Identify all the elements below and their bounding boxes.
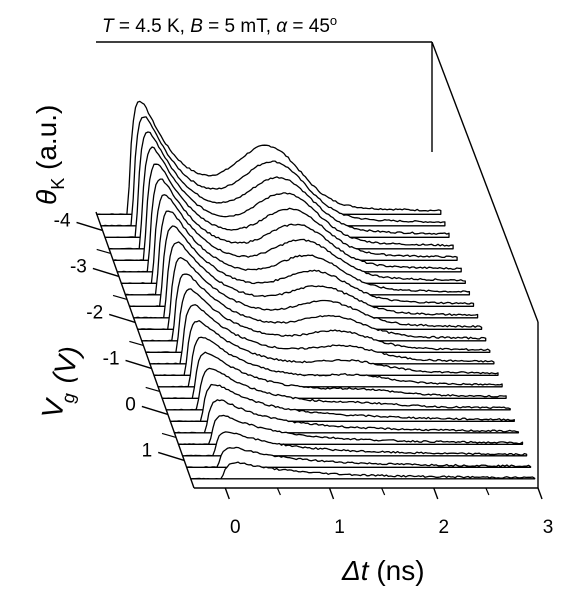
depth-axis-unit: (V) (44, 342, 86, 394)
z-axis-title: θK (a.u.) (31, 105, 68, 205)
x-tick-1 (328, 487, 335, 500)
trace-vg-1.40 (190, 461, 536, 480)
depth-axis-ticks: -4 -3 -2 -1 0 1 (54, 210, 185, 461)
trace-vg-0.65 (177, 414, 524, 445)
vg-minor-tick (112, 294, 128, 300)
vg-tick-label--1: -1 (103, 348, 120, 369)
title-T-symbol: T (102, 16, 115, 37)
z-axis-symbol: θ (31, 190, 62, 205)
x-tick-label-2: 2 (438, 517, 449, 538)
vg-minor-tick (129, 340, 144, 346)
title-alpha-unit: o (330, 13, 337, 28)
x-minor-tick (485, 487, 490, 496)
vg-tick--3 (92, 267, 120, 278)
vg-tick--1 (125, 359, 152, 370)
trace-vg-0.40 (173, 399, 520, 434)
axes-frame (95, 41, 539, 489)
x-axis-symbol: Δt (341, 555, 370, 586)
vg-tick-label--2: -2 (86, 302, 103, 323)
chart-title: T = 4.5 K, B = 5 mT, α = 45o (102, 13, 337, 38)
title-B-symbol: B (190, 16, 203, 37)
vg-tick-1 (157, 451, 185, 462)
x-tick-label-1: 1 (334, 517, 345, 538)
title-alpha-value: = 45 (287, 16, 330, 37)
depth-axis-title: Vg (V) (36, 342, 92, 423)
x-minor-tick (381, 487, 386, 496)
title-B-value: = 5 mT, (203, 16, 276, 37)
x-tick-2 (433, 487, 439, 500)
x-tick-0 (224, 487, 230, 500)
z-axis-sub: K (48, 178, 68, 190)
right-side-diagonal (431, 41, 539, 323)
x-axis-ticks: 0 1 2 3 (224, 487, 554, 538)
vg-tick-label--3: -3 (70, 256, 87, 277)
vg-tick--2 (108, 313, 136, 324)
vg-tick-label-0: 0 (125, 394, 136, 415)
vg-tick-label--4: -4 (54, 210, 71, 231)
traces-group (96, 100, 536, 480)
x-tick-label-0: 0 (230, 517, 241, 538)
vg-minor-tick (96, 248, 111, 254)
x-tick-label-3: 3 (543, 517, 554, 538)
z-axis-unit: (a.u.) (31, 105, 62, 178)
x-minor-tick (276, 487, 281, 496)
vg-tick--4 (76, 221, 103, 232)
depth-axis-line (95, 211, 195, 489)
title-T-value: = 4.5 K, (114, 16, 191, 37)
x-tick-3 (537, 487, 543, 500)
trace-vg-1.15 (186, 446, 532, 468)
x-axis-title: Δt (ns) (341, 555, 425, 586)
trace-vg-0.90 (181, 431, 528, 457)
vg-minor-tick (161, 432, 177, 438)
vg-tick-label-1: 1 (142, 440, 153, 461)
trace-vg-0.15 (169, 383, 515, 422)
title-alpha-symbol: α (276, 16, 288, 37)
vg-tick-0 (141, 405, 169, 416)
vg-minor-tick (145, 386, 160, 392)
x-axis-unit: (ns) (369, 555, 425, 586)
